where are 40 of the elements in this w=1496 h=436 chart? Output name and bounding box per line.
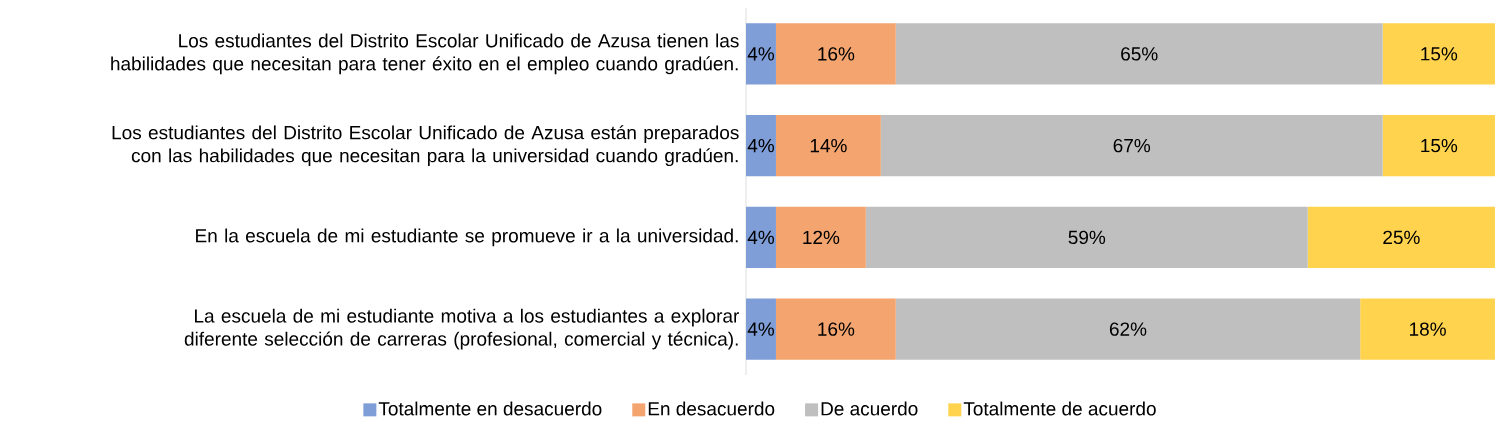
data-label: 67%: [1113, 138, 1151, 153]
bar: [895, 298, 1361, 360]
data-label: 65%: [1121, 47, 1158, 61]
bar: [1307, 206, 1495, 269]
bar: [746, 23, 776, 85]
data-label: 59%: [1068, 230, 1106, 245]
bar: [746, 206, 776, 269]
y-tick-label: La escuela de mi estudiante motiva a los estudiantes a explorar diferente selección de carreras (profesional, comercial y técnica).: [184, 308, 740, 350]
bar: [775, 298, 896, 360]
data-label: 4%: [747, 47, 775, 61]
data-label: 4%: [747, 230, 775, 245]
bar: [1382, 23, 1495, 85]
legend-label: De acuerdo: [821, 401, 918, 416]
y-tick-label: En la escuela de mi estudiante se promueve ir a la universidad.: [196, 228, 738, 247]
bar: [895, 23, 1383, 85]
legend-label: Totalmente de acuerdo: [963, 401, 1156, 416]
data-label: 15%: [1421, 47, 1458, 61]
data-label: 18%: [1410, 322, 1446, 336]
bar: [1382, 114, 1495, 177]
bar: [880, 114, 1383, 177]
data-label: 4%: [747, 138, 775, 153]
data-label: 14%: [810, 138, 847, 153]
bar: [775, 206, 866, 269]
data-label: 62%: [1109, 322, 1147, 336]
y-tick-label: Los estudiantes del Distrito Escolar Unificado de Azusa están preparados con las habilidades que necesitan para la universidad cuando gradúen.: [112, 125, 739, 167]
data-label: 25%: [1383, 230, 1420, 245]
data-label: 12%: [803, 230, 840, 245]
y-tick-label: Los estudiantes del Distrito Escolar Unificado de Azusa tienen las habilidades que necesitan para tener éxito en el empleo cuando gradúen.: [111, 33, 739, 75]
bar: [865, 206, 1308, 269]
data-label: 16%: [818, 322, 855, 336]
bar: [775, 114, 881, 177]
bar: [746, 298, 776, 360]
legend-label: Totalmente en desacuerdo: [378, 401, 602, 416]
data-label: 4%: [747, 322, 775, 336]
bar: [746, 114, 776, 177]
data-label: 15%: [1421, 138, 1458, 153]
bar: [1360, 298, 1495, 360]
bar: [775, 23, 896, 85]
legend-label: En desacuerdo: [648, 401, 775, 416]
data-label: 16%: [818, 47, 855, 61]
